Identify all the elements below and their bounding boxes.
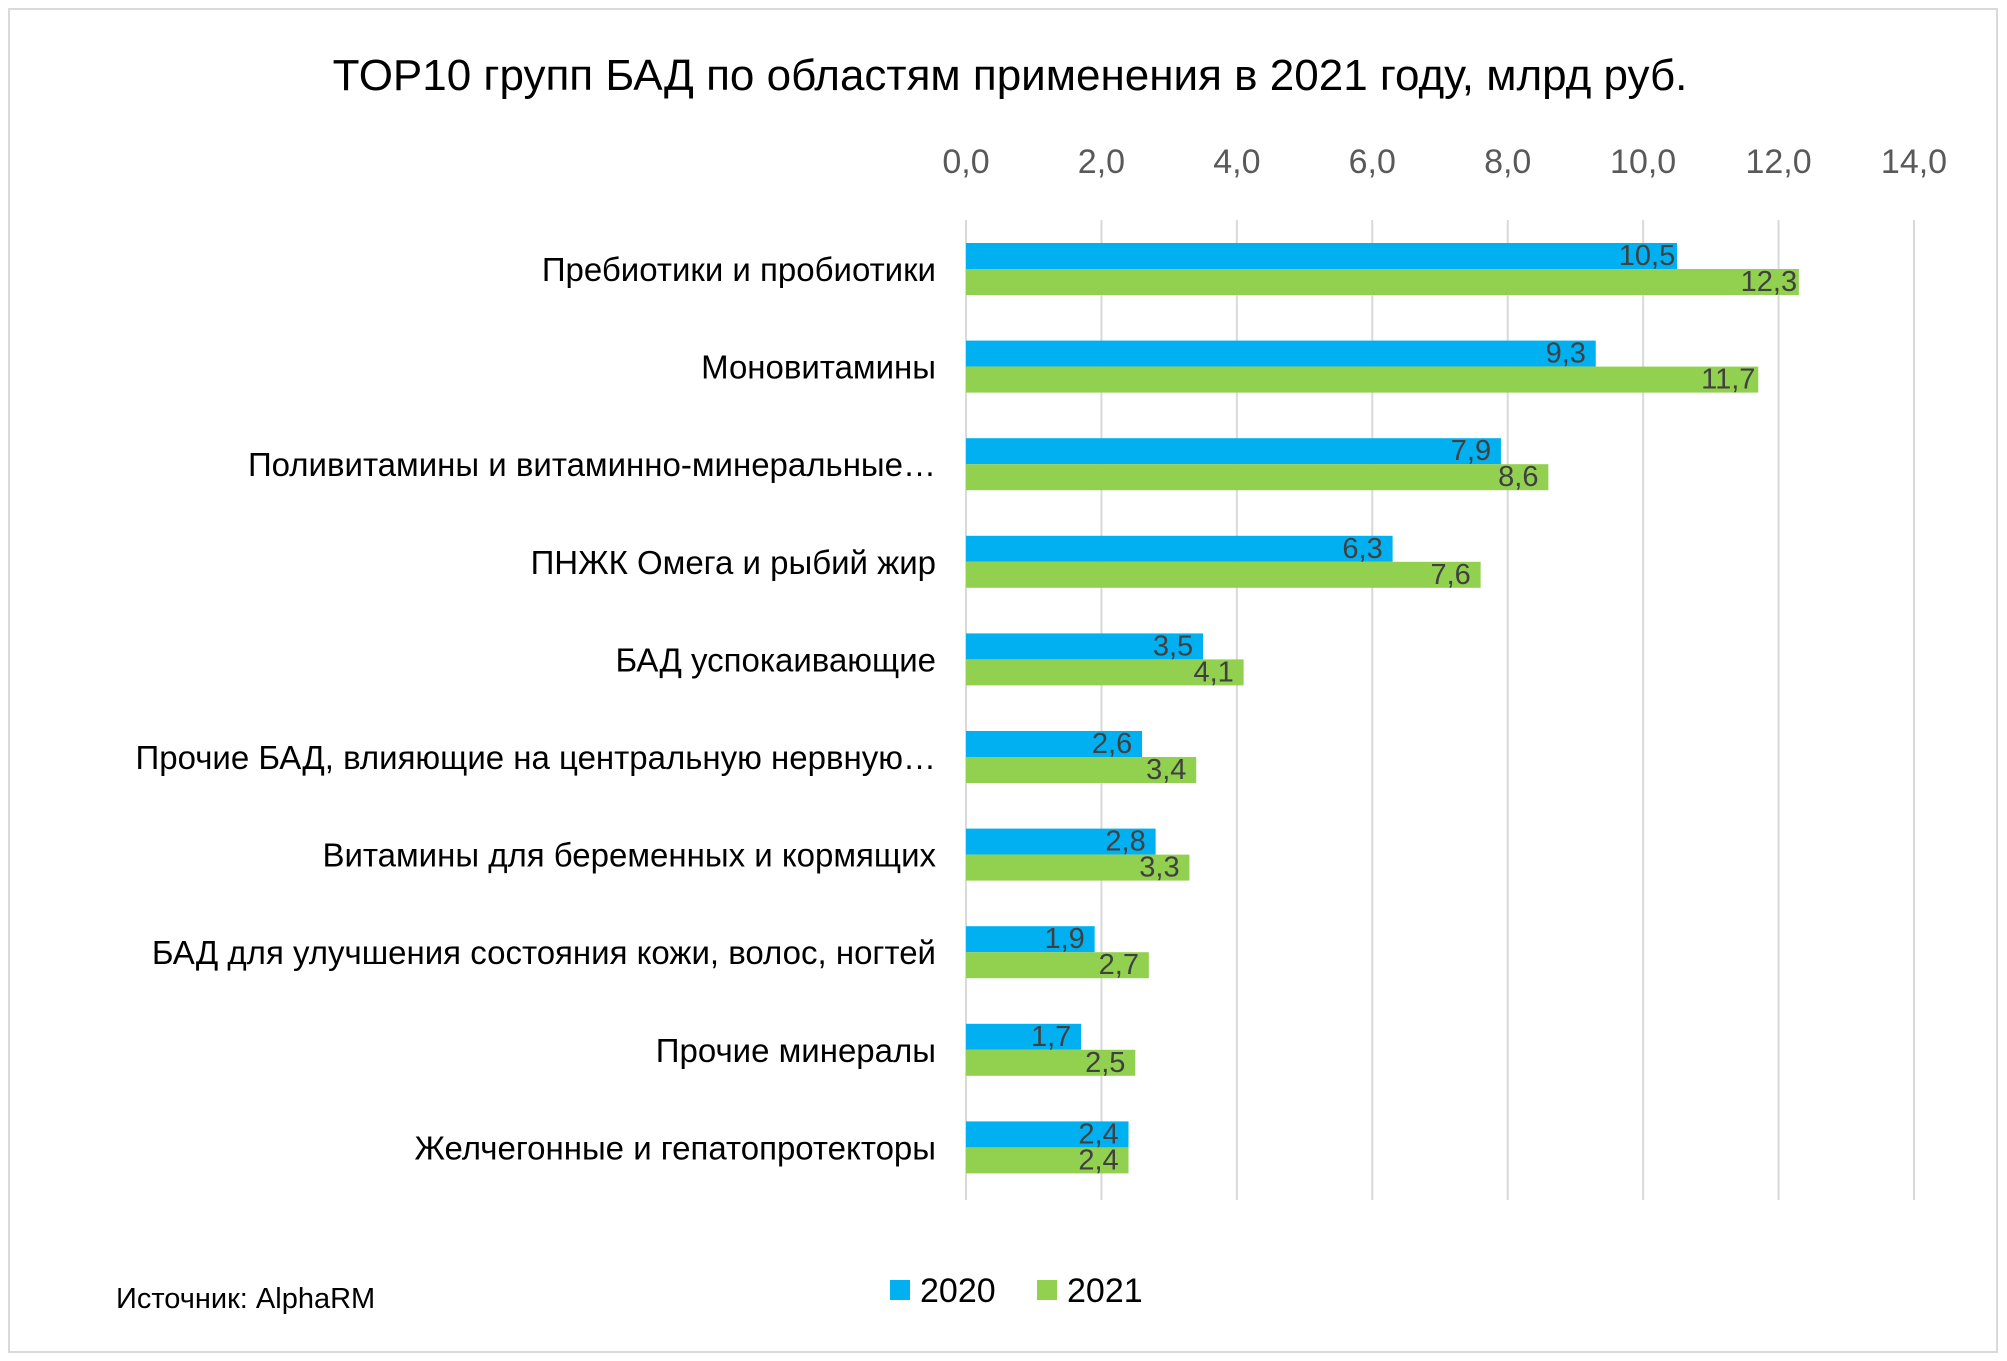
data-label-2021-8: 2,5 bbox=[1085, 1047, 1125, 1079]
data-label-2021-1: 11,7 bbox=[1701, 364, 1755, 396]
data-label-2021-5: 3,4 bbox=[1146, 754, 1186, 786]
chart-frame: TOP10 групп БАД по областям применения в… bbox=[8, 8, 1998, 1353]
legend: 2020 2021 bbox=[890, 1272, 1143, 1310]
source-note: Источник: AlphaRM bbox=[116, 1283, 375, 1315]
bar-2020-2 bbox=[966, 438, 1501, 465]
chart-title: TOP10 групп БАД по областям применения в… bbox=[333, 51, 1688, 100]
data-label-2020-4: 3,5 bbox=[1153, 630, 1193, 662]
data-label-2020-3: 6,3 bbox=[1342, 533, 1382, 565]
data-label-2020-6: 2,8 bbox=[1105, 826, 1145, 858]
data-label-2021-9: 2,4 bbox=[1078, 1144, 1118, 1176]
bar-2020-7 bbox=[966, 926, 1095, 953]
data-label-2021-7: 2,7 bbox=[1099, 949, 1139, 981]
category-label-8: Прочие минералы bbox=[656, 1032, 936, 1069]
x-axis-ticks: 0,0 2,0 4,0 6,0 8,0 10,0 12,0 14,0 bbox=[942, 143, 1947, 181]
bar-2021-0 bbox=[966, 269, 1799, 295]
category-label-1: Моновитамины bbox=[701, 349, 936, 386]
category-label-7: БАД для улучшения состояния кожи, волос,… bbox=[152, 934, 936, 971]
x-tick-label-1: 2,0 bbox=[1078, 143, 1125, 181]
bar-2021-7 bbox=[966, 952, 1149, 979]
category-label-3: ПНЖК Омега и рыбий жир bbox=[531, 544, 936, 581]
data-label-2021-3: 7,6 bbox=[1430, 559, 1470, 591]
category-label-9: Желчегонные и гепатопротекторы bbox=[414, 1129, 936, 1166]
bar-2021-8 bbox=[966, 1049, 1136, 1076]
legend-label-2021: 2021 bbox=[1067, 1272, 1143, 1310]
data-label-2020-8: 1,7 bbox=[1031, 1021, 1071, 1053]
bar-2021-5 bbox=[966, 757, 1197, 783]
bar-2020-5 bbox=[966, 731, 1143, 757]
x-tick-label-0: 0,0 bbox=[942, 143, 989, 181]
data-label-2021-4: 4,1 bbox=[1193, 656, 1233, 688]
data-label-2021-0: 12,3 bbox=[1741, 266, 1797, 298]
data-label-2020-7: 1,9 bbox=[1044, 923, 1084, 955]
data-label-2021-2: 8,6 bbox=[1498, 461, 1538, 493]
x-tick-label-4: 8,0 bbox=[1484, 143, 1531, 181]
data-labels: 10,5 12,3 9,3 11,7 7,98,6 6,3 7,6 3,54,1 2,6 3,4 2… bbox=[1031, 240, 1797, 1176]
x-tick-label-3: 6,0 bbox=[1349, 143, 1396, 181]
category-labels: Пребиотики и пробиотики Моновитамины Полив… bbox=[136, 251, 937, 1166]
bar-2021-1 bbox=[966, 366, 1759, 393]
legend-swatch-2020 bbox=[890, 1280, 910, 1300]
bar-2020-9 bbox=[966, 1121, 1129, 1148]
x-tick-label-6: 12,0 bbox=[1745, 143, 1811, 181]
category-label-5: Прочие БАД, влияющие на центральную нерв… bbox=[136, 739, 936, 776]
data-label-2020-9: 2,4 bbox=[1078, 1118, 1118, 1150]
data-label-2021-6: 3,3 bbox=[1139, 852, 1179, 884]
chart-svg: TOP10 групп БАД по областям применения в… bbox=[116, 51, 1947, 1315]
category-label-6: Витамины для беременных и кормящих bbox=[322, 837, 936, 874]
bar-2021-2 bbox=[966, 464, 1549, 491]
bar-2021-6 bbox=[966, 854, 1190, 881]
bar-2020-4 bbox=[966, 633, 1203, 660]
bar-2020-3 bbox=[966, 535, 1393, 562]
legend-label-2020: 2020 bbox=[920, 1272, 996, 1310]
data-label-2020-1: 9,3 bbox=[1546, 338, 1586, 370]
x-tick-label-2: 4,0 bbox=[1213, 143, 1260, 181]
bar-2020-0 bbox=[966, 243, 1677, 269]
category-label-0: Пребиотики и пробиотики bbox=[542, 251, 936, 288]
data-label-2020-2: 7,9 bbox=[1451, 435, 1491, 467]
category-label-2: Поливитамины и витаминно-минеральные… bbox=[248, 446, 936, 483]
bar-2021-4 bbox=[966, 659, 1244, 686]
x-tick-label-5: 10,0 bbox=[1610, 143, 1676, 181]
bar-2020-1 bbox=[966, 340, 1596, 367]
bar-2020-6 bbox=[966, 828, 1156, 855]
bar-2020-8 bbox=[966, 1023, 1082, 1050]
category-label-4: БАД успокаивающие bbox=[615, 641, 936, 678]
bars bbox=[966, 243, 1799, 1174]
data-label-2020-0: 10,5 bbox=[1619, 240, 1675, 272]
x-tick-label-7: 14,0 bbox=[1881, 143, 1947, 181]
bar-2021-9 bbox=[966, 1147, 1129, 1174]
data-label-2020-5: 2,6 bbox=[1092, 728, 1132, 760]
bar-2021-3 bbox=[966, 561, 1481, 588]
legend-swatch-2021 bbox=[1037, 1280, 1057, 1300]
